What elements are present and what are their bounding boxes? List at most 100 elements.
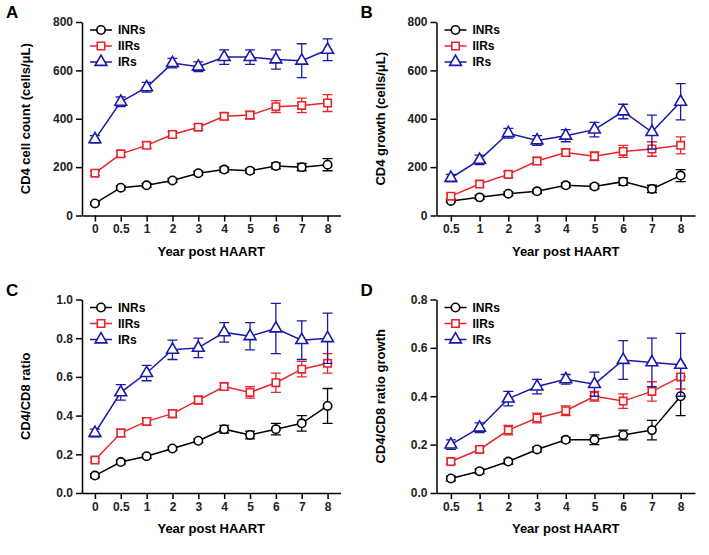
marker bbox=[270, 53, 282, 63]
x-tick-label: 7 bbox=[649, 500, 656, 514]
x-tick-mark bbox=[623, 216, 625, 222]
x-tick-label: 5 bbox=[592, 222, 599, 236]
error-cap bbox=[589, 396, 599, 397]
error-cap bbox=[297, 320, 307, 321]
marker bbox=[531, 380, 543, 390]
marker bbox=[296, 54, 308, 64]
error-cap bbox=[271, 372, 281, 373]
marker bbox=[272, 103, 279, 110]
x-tick: 6 bbox=[273, 493, 280, 514]
legend-marker bbox=[450, 333, 462, 343]
marker bbox=[272, 379, 279, 386]
x-tick: 7 bbox=[299, 216, 306, 237]
x-tick-mark bbox=[537, 216, 539, 222]
y-axis-title: CD4 growth (cells/μL) bbox=[373, 52, 388, 186]
y-tick-mark bbox=[76, 454, 82, 456]
error-cap bbox=[116, 399, 126, 400]
marker bbox=[194, 437, 202, 445]
x-tick-label: 6 bbox=[273, 500, 280, 514]
series-line bbox=[451, 102, 681, 178]
error-cap bbox=[142, 380, 152, 381]
x-tick-label: 2 bbox=[170, 500, 177, 514]
error-cap bbox=[618, 393, 628, 394]
marker bbox=[531, 134, 543, 144]
marker bbox=[323, 161, 331, 169]
series-line bbox=[95, 165, 328, 204]
x-tick-label: 5 bbox=[247, 222, 254, 236]
marker bbox=[562, 407, 569, 414]
error-bar bbox=[297, 361, 307, 376]
y-tick-label: 0.8 bbox=[411, 293, 428, 307]
marker bbox=[505, 171, 512, 178]
y-tick-label: 0.2 bbox=[56, 448, 73, 462]
x-tick-label: 0.5 bbox=[113, 222, 130, 236]
error-cap bbox=[647, 148, 657, 149]
x-tick-mark bbox=[146, 493, 148, 499]
error-cap bbox=[323, 94, 333, 95]
marker bbox=[220, 165, 228, 173]
marker bbox=[220, 425, 228, 433]
x-tick-mark bbox=[623, 493, 625, 499]
x-tick-label: 7 bbox=[299, 500, 306, 514]
plot-area bbox=[445, 84, 687, 205]
marker bbox=[220, 113, 227, 120]
series bbox=[445, 84, 687, 182]
x-tick-label: 7 bbox=[299, 222, 306, 236]
x-axis: 00.512345678 bbox=[83, 216, 342, 237]
marker bbox=[648, 185, 656, 193]
marker bbox=[562, 149, 569, 156]
y-axis: 0200400600800 bbox=[53, 15, 83, 223]
error-cap bbox=[271, 392, 281, 393]
error-bar bbox=[193, 338, 203, 357]
marker bbox=[562, 436, 570, 444]
error-cap bbox=[323, 158, 333, 159]
y-tick-label: 0.0 bbox=[56, 486, 73, 500]
x-tick-mark bbox=[479, 216, 481, 222]
y-tick-label: 0.6 bbox=[56, 370, 73, 384]
x-tick-mark bbox=[680, 216, 682, 222]
x-tick-mark bbox=[652, 493, 654, 499]
marker bbox=[167, 343, 179, 353]
error-bar bbox=[475, 181, 485, 187]
panel-title: C bbox=[6, 281, 18, 300]
x-tick-mark bbox=[566, 493, 568, 499]
x-tick: 4 bbox=[563, 493, 570, 514]
error-cap bbox=[676, 396, 686, 397]
marker bbox=[192, 341, 204, 351]
marker bbox=[322, 43, 334, 53]
y-tick-label: 800 bbox=[53, 15, 73, 29]
marker bbox=[322, 331, 334, 341]
plot-area bbox=[89, 303, 333, 479]
error-cap bbox=[647, 420, 657, 421]
marker bbox=[562, 181, 570, 189]
error-cap bbox=[193, 357, 203, 358]
marker bbox=[143, 142, 150, 149]
x-tick-label: 1 bbox=[477, 500, 484, 514]
y-axis-title: CD4/CD8 ratio growth bbox=[373, 329, 388, 463]
error-cap bbox=[271, 49, 281, 50]
error-cap bbox=[142, 91, 152, 92]
error-cap bbox=[219, 64, 229, 65]
series bbox=[90, 389, 333, 480]
series bbox=[446, 365, 686, 465]
x-tick: 6 bbox=[273, 216, 280, 237]
panel: 0.00.20.40.60.80.512345678Year post HAAR… bbox=[361, 281, 696, 537]
error-bar bbox=[219, 113, 229, 120]
x-tick-mark bbox=[508, 493, 510, 499]
marker bbox=[646, 125, 658, 135]
y-axis: 0.00.20.40.60.81.0 bbox=[56, 293, 82, 501]
x-tick-label: 4 bbox=[563, 222, 570, 236]
error-bar bbox=[561, 130, 571, 142]
error-bar bbox=[589, 152, 599, 161]
x-tick: 2 bbox=[170, 216, 177, 237]
error-bar bbox=[503, 171, 513, 177]
error-bar bbox=[647, 185, 657, 192]
legend-item: INRs bbox=[445, 301, 501, 315]
error-cap bbox=[503, 137, 513, 138]
x-tick-mark bbox=[95, 216, 97, 222]
series-line bbox=[95, 50, 328, 139]
legend-label: IRs bbox=[118, 333, 137, 347]
marker bbox=[476, 180, 483, 187]
y-tick-label: 200 bbox=[407, 160, 427, 174]
error-cap bbox=[676, 169, 686, 170]
